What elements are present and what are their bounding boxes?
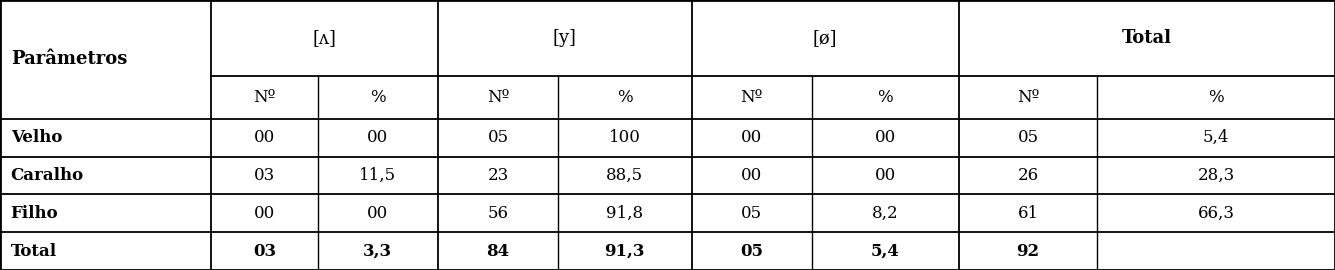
Text: Velho: Velho bbox=[11, 129, 61, 146]
Text: 91,3: 91,3 bbox=[605, 243, 645, 259]
Text: 61: 61 bbox=[1017, 205, 1039, 222]
Text: 11,5: 11,5 bbox=[359, 167, 396, 184]
Text: Filho: Filho bbox=[11, 205, 59, 222]
Text: Caralho: Caralho bbox=[11, 167, 84, 184]
Text: 56: 56 bbox=[487, 205, 509, 222]
Text: [ø]: [ø] bbox=[813, 29, 837, 47]
Text: 00: 00 bbox=[741, 129, 762, 146]
Text: 3,3: 3,3 bbox=[363, 243, 392, 259]
Text: 23: 23 bbox=[487, 167, 509, 184]
Text: 00: 00 bbox=[874, 129, 896, 146]
Text: 03: 03 bbox=[254, 167, 275, 184]
Text: 26: 26 bbox=[1017, 167, 1039, 184]
Text: 00: 00 bbox=[254, 205, 275, 222]
Text: 84: 84 bbox=[486, 243, 510, 259]
Text: 05: 05 bbox=[741, 205, 762, 222]
Text: Nº: Nº bbox=[487, 89, 509, 106]
Text: 00: 00 bbox=[741, 167, 762, 184]
Text: 5,4: 5,4 bbox=[870, 243, 900, 259]
Text: 91,8: 91,8 bbox=[606, 205, 643, 222]
Text: Total: Total bbox=[1121, 29, 1172, 47]
Text: Total: Total bbox=[11, 243, 57, 259]
Text: 88,5: 88,5 bbox=[606, 167, 643, 184]
Text: 00: 00 bbox=[367, 129, 388, 146]
Text: 00: 00 bbox=[367, 205, 388, 222]
Text: 100: 100 bbox=[609, 129, 641, 146]
Text: %: % bbox=[1208, 89, 1224, 106]
Text: Nº: Nº bbox=[741, 89, 762, 106]
Text: %: % bbox=[617, 89, 633, 106]
Text: Nº: Nº bbox=[254, 89, 275, 106]
Text: %: % bbox=[370, 89, 386, 106]
Text: 00: 00 bbox=[874, 167, 896, 184]
Text: Nº: Nº bbox=[1017, 89, 1039, 106]
Text: [ʌ]: [ʌ] bbox=[312, 29, 336, 47]
Text: 05: 05 bbox=[487, 129, 509, 146]
Text: Parâmetros: Parâmetros bbox=[11, 50, 127, 68]
Text: 05: 05 bbox=[1017, 129, 1039, 146]
Text: 5,4: 5,4 bbox=[1203, 129, 1230, 146]
Text: 8,2: 8,2 bbox=[872, 205, 898, 222]
Text: 03: 03 bbox=[252, 243, 276, 259]
Text: 00: 00 bbox=[254, 129, 275, 146]
Text: 92: 92 bbox=[1016, 243, 1040, 259]
Text: %: % bbox=[877, 89, 893, 106]
Text: 05: 05 bbox=[740, 243, 764, 259]
Text: [y]: [y] bbox=[553, 29, 577, 47]
Text: 28,3: 28,3 bbox=[1197, 167, 1235, 184]
Text: 66,3: 66,3 bbox=[1197, 205, 1235, 222]
